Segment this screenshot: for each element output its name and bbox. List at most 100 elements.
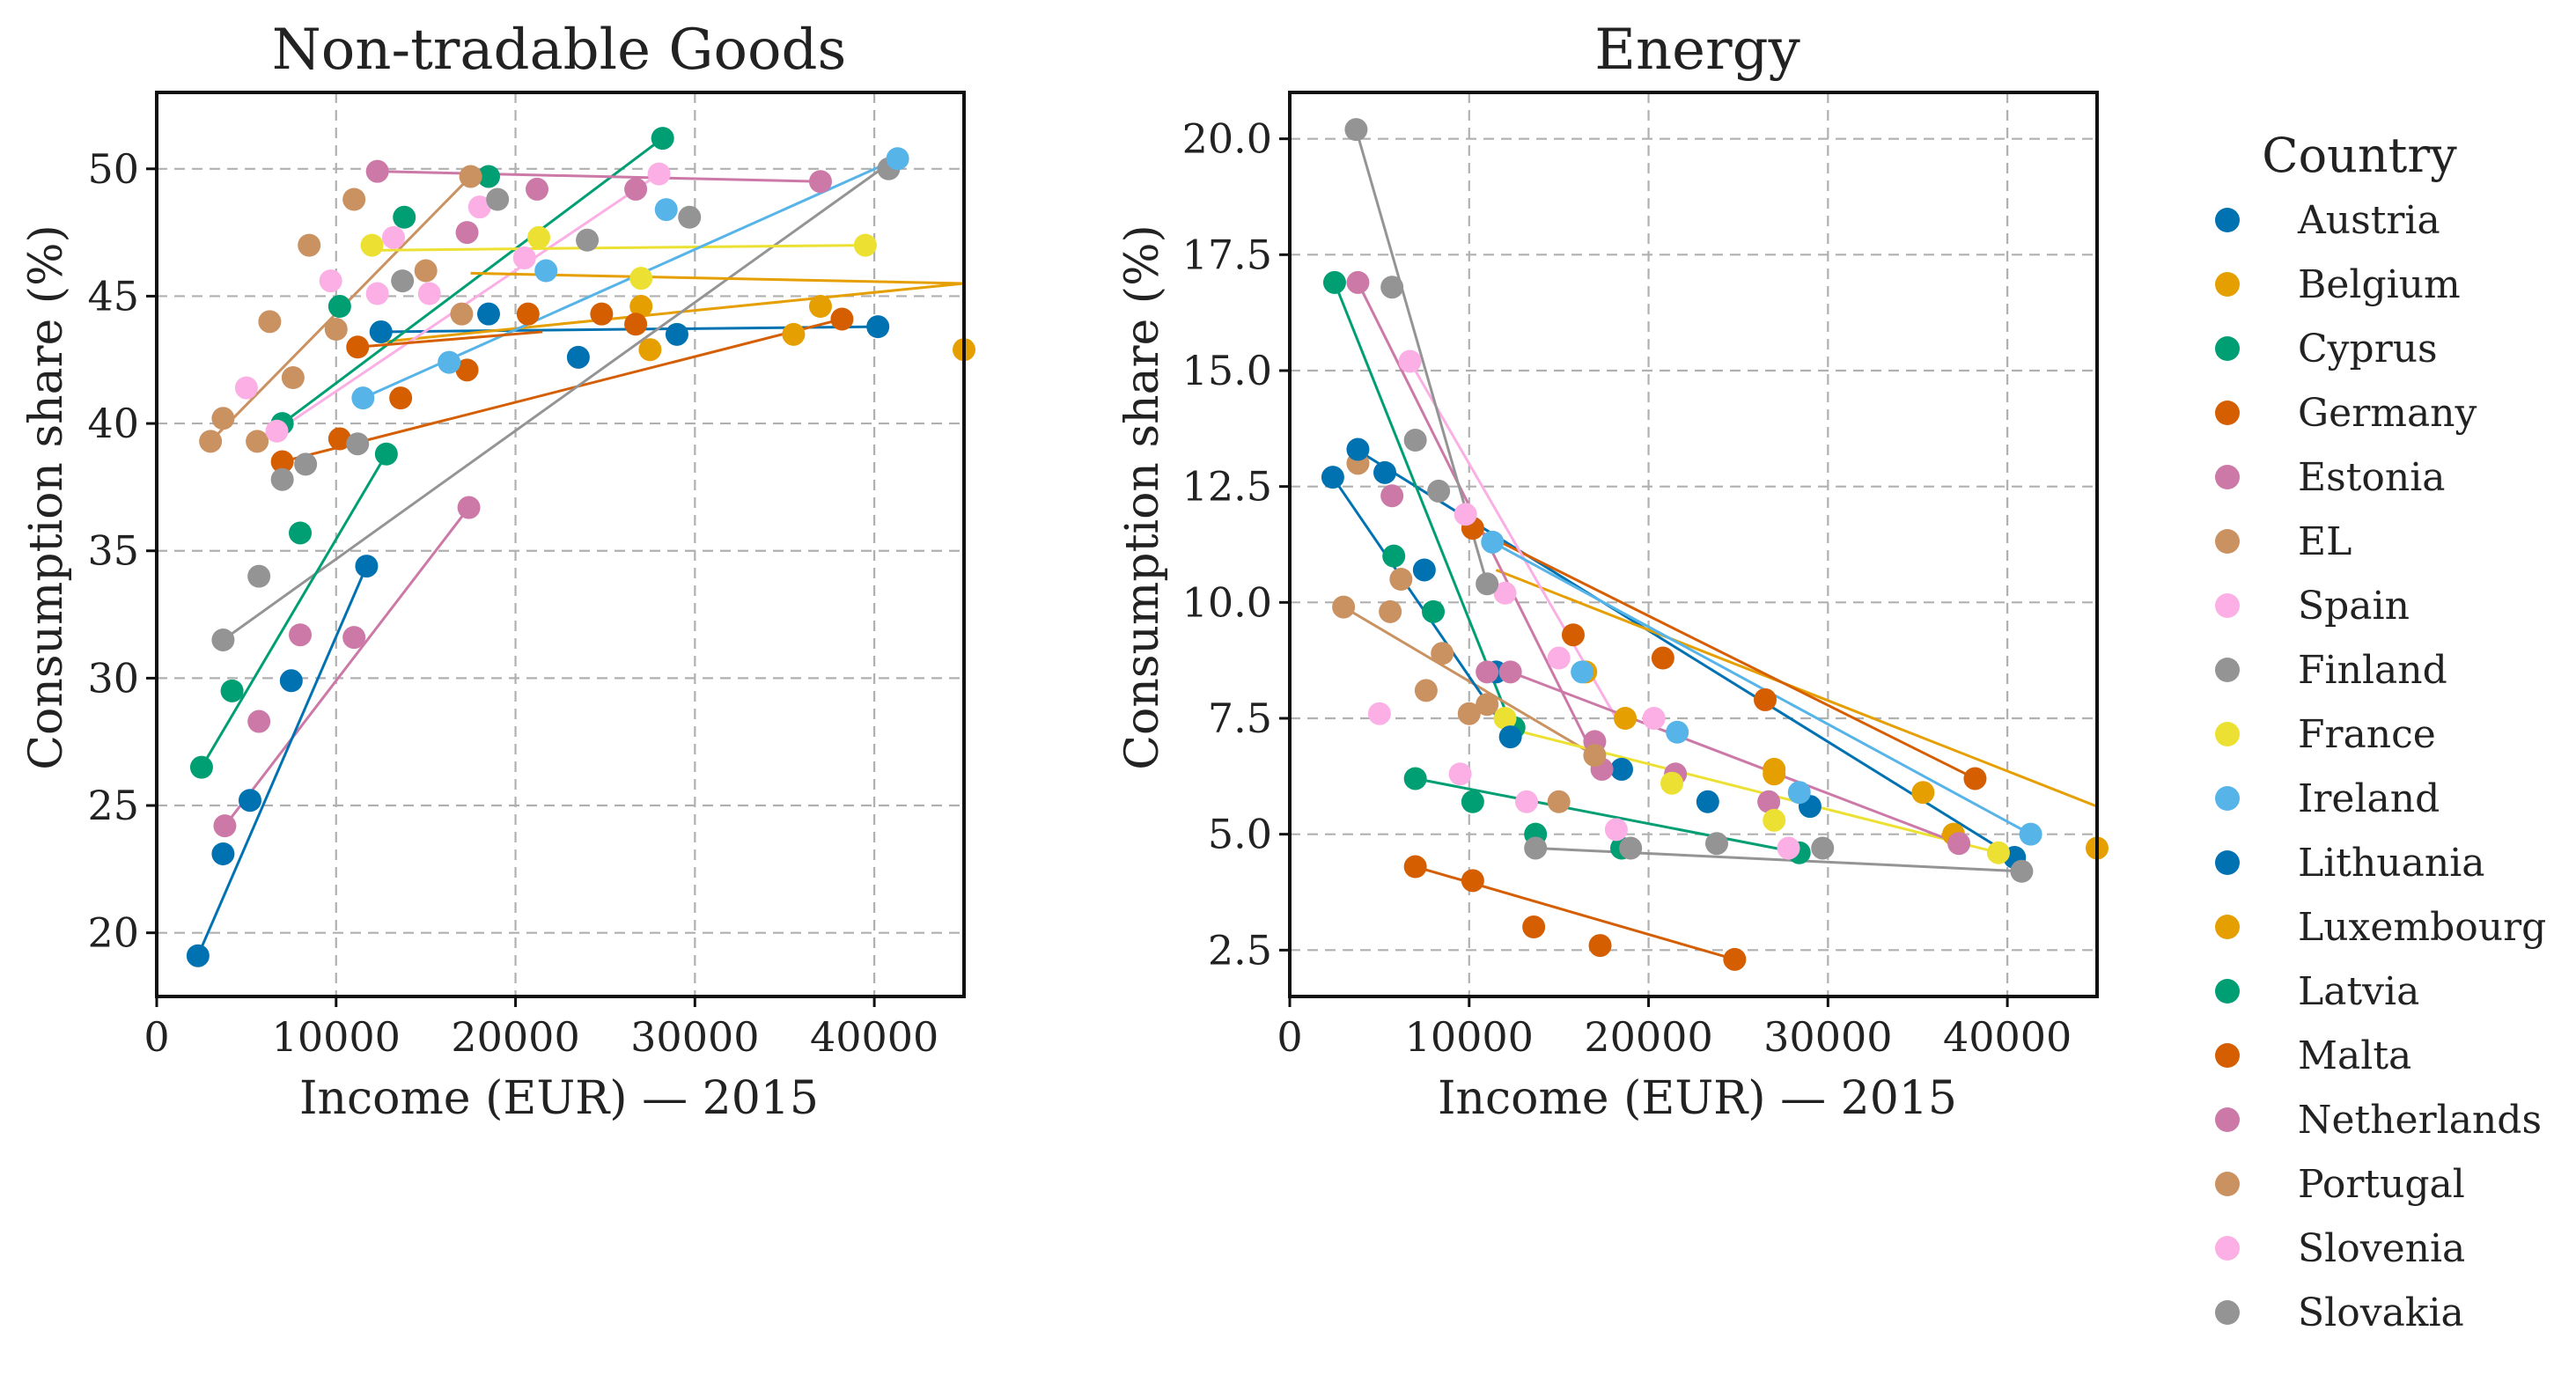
point-ireland [1787, 781, 1811, 805]
point-estonia [1380, 484, 1404, 508]
fit-lines [196, 136, 964, 957]
legend-label: Lithuania [2298, 841, 2485, 886]
legend-marker [2215, 1043, 2240, 1068]
y-tick-label: 35 [87, 527, 139, 575]
legend-entry-el: EL [2215, 519, 2352, 564]
point-ireland [534, 259, 558, 283]
legend-entry-ireland: Ireland [2215, 776, 2440, 821]
point-spain [1604, 818, 1628, 842]
x-tick-label: 30000 [1763, 1013, 1892, 1061]
point-el [414, 259, 438, 283]
x-tick-label: 40000 [810, 1013, 938, 1061]
point-lithuania [279, 669, 303, 693]
point-spain [467, 195, 491, 219]
point-ireland [351, 386, 375, 410]
point-austria [665, 322, 688, 346]
point-austria [566, 345, 590, 369]
point-estonia [247, 710, 271, 733]
y-tick-label: 15.0 [1182, 347, 1272, 394]
point-germany [830, 307, 854, 331]
fit-line-latvia [200, 453, 388, 768]
legend-label: Finland [2298, 648, 2447, 693]
legend-label: Cyprus [2298, 327, 2438, 371]
fit-line-malta [357, 330, 543, 349]
point-finland [1427, 479, 1451, 503]
fit-line-cyprus [1333, 282, 1516, 733]
y-tick-label: 5.0 [1208, 811, 1272, 858]
point-ireland [1666, 720, 1689, 744]
legend-label: EL [2298, 519, 2352, 564]
y-tick-label: 45 [87, 272, 139, 320]
point-lithuania [1321, 466, 1344, 489]
y-axis-label: Consumption share (%) [1116, 224, 1169, 770]
legend-label: Malta [2298, 1033, 2411, 1078]
point-el [1476, 693, 1499, 717]
point-belgium [638, 338, 662, 362]
point-spain [1547, 646, 1571, 670]
point-germany [1651, 646, 1674, 670]
point-spain [265, 419, 289, 443]
point-germany [516, 302, 540, 326]
chart-energy: Energy 0 10000 20000 30000 40000 2.5 5.0 7.5 10… [1116, 18, 2109, 1125]
fit-line-lithuania [1331, 476, 1512, 738]
legend-label: Belgium [2298, 262, 2461, 307]
plot-frame [155, 91, 966, 998]
legend-label: Luxembourg [2298, 905, 2546, 950]
point-germany [328, 427, 351, 451]
legend-label: Spain [2298, 584, 2410, 629]
point-malta [1588, 934, 1612, 958]
legend-marker [2215, 979, 2240, 1004]
y-ticks: 20 25 30 35 40 45 50 [87, 145, 157, 957]
legend-label: Estonia [2298, 455, 2446, 500]
point-belgium [629, 295, 653, 319]
point-portugal [459, 165, 482, 188]
point-malta [346, 335, 370, 359]
chart-title: Non-tradable Goods [272, 18, 847, 83]
y-tick-label: 20 [87, 909, 139, 957]
point-latvia [374, 442, 398, 466]
point-finland [1619, 836, 1643, 860]
point-austria [1609, 757, 1633, 781]
legend-marker [2215, 1107, 2240, 1132]
point-el [1431, 642, 1454, 665]
fit-line-germany [1472, 526, 1976, 780]
legend-marker [2215, 593, 2240, 618]
x-tick-label: 0 [144, 1013, 169, 1061]
point-estonia [342, 626, 366, 650]
legend-marker [2215, 529, 2240, 554]
point-malta [1403, 855, 1427, 879]
y-tick-label: 20.0 [1182, 115, 1272, 163]
fit-line-cyprus [281, 136, 664, 425]
point-spain [365, 282, 389, 305]
point-netherlands [624, 177, 648, 201]
point-el [199, 430, 223, 453]
point-finland [1811, 836, 1835, 860]
point-ireland [1481, 530, 1505, 554]
point-finland [2010, 859, 2034, 883]
legend-marker [2215, 1300, 2240, 1325]
point-cyprus [393, 205, 416, 229]
fit-line-lithuania [196, 565, 368, 957]
point-spain [1448, 762, 1472, 786]
x-tick-label: 20000 [1584, 1013, 1712, 1061]
point-germany [389, 386, 413, 410]
point-latvia [189, 755, 213, 779]
point-lithuania [355, 555, 379, 578]
legend-entry-netherlands: Netherlands [2215, 1098, 2542, 1143]
fit-line-spain [276, 173, 660, 433]
legend-marker [2215, 658, 2240, 682]
point-france [1763, 808, 1786, 832]
point-france [527, 225, 551, 249]
y-tick-label: 12.5 [1182, 463, 1272, 511]
point-el [1547, 790, 1571, 813]
gridlines [1290, 92, 2097, 996]
point-lithuania [1412, 558, 1436, 582]
point-austria [369, 320, 393, 343]
point-finland [1380, 276, 1404, 299]
point-malta [1723, 947, 1747, 971]
legend-entries: Austria Belgium Cyprus Germany Estonia EL Spai… [2215, 198, 2546, 1335]
legend-label: Germany [2298, 391, 2477, 436]
point-el [281, 366, 305, 390]
legend-entry-austria: Austria [2215, 198, 2440, 243]
point-estonia [1757, 790, 1781, 813]
